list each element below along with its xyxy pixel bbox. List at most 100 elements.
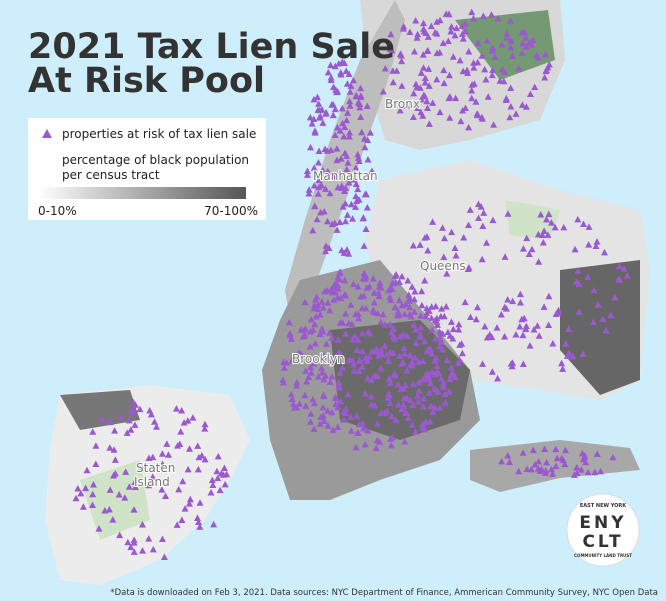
property-marker	[185, 500, 193, 507]
property-marker	[280, 364, 288, 371]
property-marker	[307, 410, 315, 417]
property-marker	[542, 215, 550, 223]
property-marker	[522, 43, 530, 50]
property-marker	[387, 441, 395, 449]
property-marker	[367, 376, 375, 383]
property-marker	[139, 547, 147, 554]
property-marker	[364, 426, 372, 434]
property-marker	[355, 157, 363, 164]
property-marker	[193, 514, 201, 522]
property-marker	[421, 74, 429, 82]
property-marker	[343, 80, 351, 87]
property-marker	[483, 333, 491, 341]
property-marker	[552, 445, 560, 453]
property-marker	[592, 242, 600, 250]
property-marker	[307, 363, 315, 371]
property-marker	[77, 489, 85, 497]
property-marker	[408, 283, 416, 290]
property-marker	[303, 167, 311, 174]
property-marker	[376, 279, 384, 286]
property-marker	[350, 367, 358, 374]
property-marker	[417, 312, 425, 319]
property-marker	[414, 104, 422, 112]
property-marker	[356, 103, 364, 111]
property-marker	[386, 399, 394, 406]
property-marker	[424, 246, 432, 254]
logo-text: CLT	[582, 532, 623, 552]
property-marker	[418, 287, 426, 295]
property-marker	[573, 278, 581, 285]
property-marker	[331, 105, 339, 113]
place-label: Bronx	[385, 97, 420, 111]
property-marker	[334, 285, 342, 292]
property-marker	[418, 301, 426, 309]
property-marker	[609, 453, 617, 461]
property-marker	[533, 51, 541, 59]
property-marker	[323, 340, 331, 347]
property-marker	[554, 306, 562, 314]
legend-gradient	[38, 187, 246, 199]
property-marker	[421, 78, 429, 86]
property-marker	[412, 325, 420, 333]
property-marker	[507, 102, 515, 110]
property-marker	[447, 27, 455, 35]
property-marker	[396, 332, 404, 340]
property-marker	[410, 321, 418, 328]
property-marker	[523, 465, 531, 473]
property-marker	[582, 458, 590, 466]
property-marker	[386, 293, 394, 301]
property-marker	[361, 143, 369, 151]
logo-circle	[566, 493, 640, 567]
property-marker	[428, 314, 436, 321]
legend-scale-low: 0-10%	[38, 204, 77, 218]
property-marker	[160, 553, 168, 561]
property-marker	[410, 48, 418, 55]
property-marker	[561, 460, 569, 468]
property-marker	[584, 468, 592, 476]
property-marker	[322, 185, 330, 192]
property-marker	[461, 27, 469, 35]
property-marker	[406, 351, 414, 359]
property-marker	[431, 356, 439, 364]
property-marker	[506, 458, 514, 466]
property-marker	[421, 92, 429, 100]
property-marker	[312, 312, 320, 320]
property-marker	[421, 337, 429, 345]
property-marker	[158, 535, 166, 542]
property-marker	[337, 69, 345, 76]
property-marker	[440, 79, 448, 87]
property-marker	[214, 474, 222, 482]
property-marker	[419, 51, 427, 58]
property-marker	[428, 368, 436, 376]
property-marker	[478, 113, 486, 121]
property-marker	[355, 314, 363, 322]
property-marker	[468, 86, 476, 94]
property-marker	[525, 39, 533, 46]
property-marker	[445, 10, 453, 18]
property-marker	[310, 399, 318, 407]
property-marker	[336, 369, 344, 376]
property-marker	[561, 446, 569, 454]
property-marker	[364, 328, 372, 335]
property-marker	[331, 172, 339, 180]
property-marker	[410, 380, 418, 387]
property-marker	[306, 327, 314, 335]
property-marker	[184, 465, 192, 473]
property-marker	[406, 303, 414, 311]
property-marker	[474, 58, 482, 66]
property-marker	[565, 349, 573, 357]
property-marker	[145, 481, 153, 489]
property-marker	[375, 292, 383, 300]
property-marker	[447, 363, 455, 371]
property-marker	[89, 428, 97, 435]
property-marker	[216, 486, 224, 494]
property-marker	[436, 108, 444, 116]
property-marker	[390, 370, 398, 378]
property-marker	[89, 501, 97, 508]
property-marker	[343, 246, 351, 253]
property-marker	[358, 128, 366, 136]
property-marker	[406, 310, 414, 318]
property-marker	[179, 477, 187, 485]
property-marker	[460, 233, 468, 241]
property-marker	[350, 175, 358, 183]
